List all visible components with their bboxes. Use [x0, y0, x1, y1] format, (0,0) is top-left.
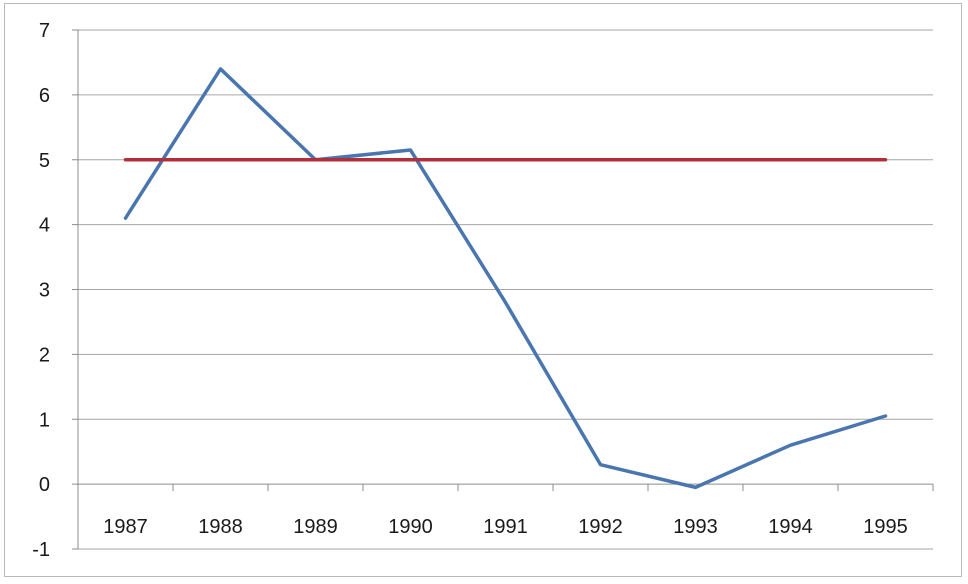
gridlines: [78, 29, 933, 550]
x-tick-label: 1992: [578, 516, 623, 538]
y-tick-label: 6: [39, 85, 50, 107]
y-tick-label: 5: [39, 150, 50, 172]
y-tick-label: 0: [39, 474, 50, 496]
y-tick-label: 1: [39, 409, 50, 431]
series-1-line: [123, 67, 888, 490]
axes: [72, 29, 934, 550]
y-tick-labels: -1 0 1 2 3 4 5 6 7: [32, 20, 50, 561]
y-tick-label: 3: [39, 280, 50, 302]
y-tick-label: 7: [39, 20, 50, 42]
x-tick-label: 1993: [673, 516, 718, 538]
x-tick-label: 1991: [483, 516, 528, 538]
y-tick-label: 2: [39, 344, 50, 366]
x-tick-label: 1990: [388, 516, 433, 538]
x-tick-label: 1994: [768, 516, 813, 538]
series-lines: [123, 67, 888, 490]
x-tick-label: 1989: [293, 516, 338, 538]
y-tick-label: -1: [32, 539, 50, 561]
x-tick-label: 1987: [103, 516, 148, 538]
x-tick-labels: 1987 1988 1989 1990 1991 1992 1993 1994 1995: [103, 516, 908, 538]
series-1: [123, 67, 888, 490]
x-tick-label: 1988: [198, 516, 243, 538]
x-tick-label: 1995: [863, 516, 908, 538]
y-tick-label: 4: [39, 215, 50, 237]
